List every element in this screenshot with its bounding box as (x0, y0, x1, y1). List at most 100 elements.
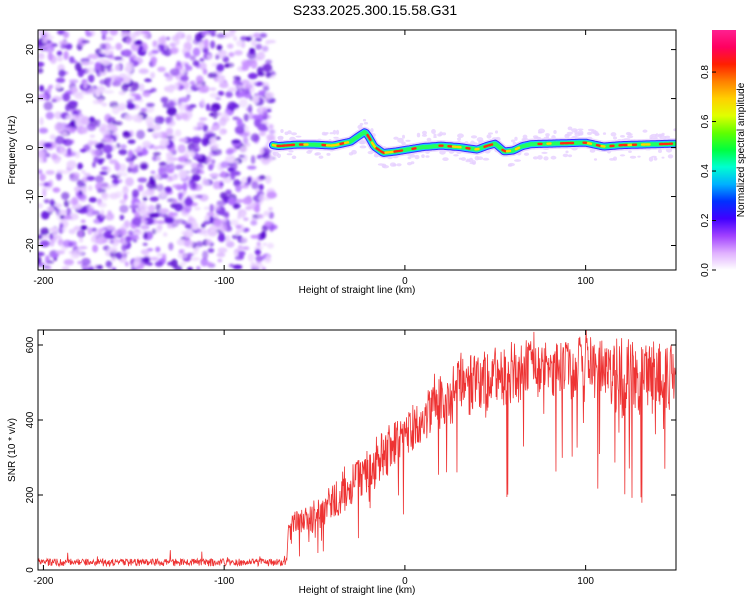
noise-blob (240, 36, 248, 42)
noise-blob (39, 240, 50, 248)
noise-blob (136, 145, 142, 151)
noise-blob (180, 113, 189, 120)
noise-blob (163, 72, 170, 78)
noise-blob (54, 123, 62, 132)
noise-blob (172, 219, 184, 224)
ridge-peak (271, 143, 278, 147)
noise-blob (80, 225, 88, 231)
noise-blob (228, 160, 239, 164)
y-tick-label: 200 (25, 486, 36, 503)
noise-blob (233, 252, 239, 257)
ridge-scatter (332, 129, 337, 135)
ridge-scatter (620, 135, 625, 138)
noise-blob (121, 83, 129, 92)
noise-blob (208, 164, 215, 168)
noise-blob (205, 103, 211, 111)
snr-line (38, 330, 676, 568)
noise-blob (62, 138, 73, 147)
noise-blob (262, 107, 268, 117)
noise-blob (216, 252, 226, 258)
ridge-scatter (426, 137, 432, 142)
noise-blob (115, 64, 120, 72)
noise-blob (225, 91, 233, 98)
noise-blob (165, 164, 175, 173)
noise-blob (155, 203, 162, 211)
noise-blob (114, 191, 123, 198)
noise-blob (250, 234, 260, 239)
noise-blob (140, 108, 147, 112)
noise-blob (99, 171, 108, 176)
noise-blob (109, 30, 119, 36)
noise-blob (55, 250, 65, 255)
noise-blob (213, 123, 221, 130)
noise-blob (150, 72, 156, 79)
noise-blob (142, 196, 148, 202)
noise-blob (38, 234, 43, 240)
noise-blob (121, 244, 127, 252)
noise-blob (42, 188, 47, 198)
noise-blob (240, 236, 248, 243)
noise-blob (174, 203, 184, 212)
noise-blob (40, 235, 51, 239)
noise-blob (61, 266, 70, 270)
noise-blob (73, 248, 83, 256)
ridge-scatter (360, 140, 366, 145)
noise-blob (103, 36, 114, 41)
spectrogram-frame (37, 29, 677, 271)
noise-blob (232, 265, 242, 269)
noise-blob (260, 147, 265, 155)
noise-blob (177, 191, 185, 198)
noise-blob (185, 149, 190, 156)
noise-blob (132, 189, 140, 198)
noise-blob (101, 192, 109, 201)
noise-blob (63, 200, 70, 208)
noise-blob (215, 136, 221, 141)
noise-blob (216, 200, 226, 207)
ridge-scatter (456, 137, 462, 141)
noise-blob (49, 233, 54, 240)
noise-blob (262, 242, 268, 247)
noise-blob (215, 96, 222, 101)
ridge-scatter (323, 132, 328, 136)
noise-blob (150, 170, 156, 174)
noise-blob (93, 230, 99, 239)
noise-blob (215, 54, 220, 60)
ridge-peak (370, 141, 377, 149)
noise-blob (47, 265, 52, 270)
x-tick-label: -100 (214, 276, 234, 287)
noise-blob (254, 248, 261, 256)
noise-blob (209, 224, 216, 234)
noise-blob (82, 264, 90, 269)
noise-blob (101, 166, 108, 171)
ridge-scatter (469, 162, 476, 165)
ridge-scatter (486, 134, 492, 139)
noise-blob (142, 242, 148, 246)
noise-blob (236, 92, 242, 99)
y-tick-label: 0 (25, 144, 36, 150)
noise-blob (52, 187, 61, 193)
noise-blob (118, 149, 128, 156)
ridge-peak (514, 146, 521, 151)
noise-blob (38, 67, 44, 74)
ridge-scatter (402, 134, 405, 139)
noise-blob (170, 175, 178, 180)
noise-blob (111, 257, 117, 262)
x-tick-label: 0 (402, 576, 408, 587)
ridge-peak (487, 143, 494, 147)
ridge-scatter (567, 126, 573, 131)
noise-blob (141, 224, 147, 230)
noise-blob (142, 140, 152, 149)
noise-blob (251, 181, 259, 190)
snr-x-ticks: -200 -100 0 100 (33, 330, 594, 587)
ridge-scatter (658, 149, 662, 154)
colorbar-tick-label: 0.8 (700, 65, 711, 79)
noise-blob (234, 255, 244, 261)
noise-blob (123, 220, 131, 228)
ridge-scatter (488, 132, 493, 135)
noise-blob (120, 144, 127, 149)
noise-blob (113, 56, 123, 61)
noise-blob (165, 76, 173, 82)
noise-blob (238, 154, 245, 158)
noise-blob (82, 186, 87, 195)
chart-title: S233.2025.300.15.58.G31 (292, 2, 458, 18)
